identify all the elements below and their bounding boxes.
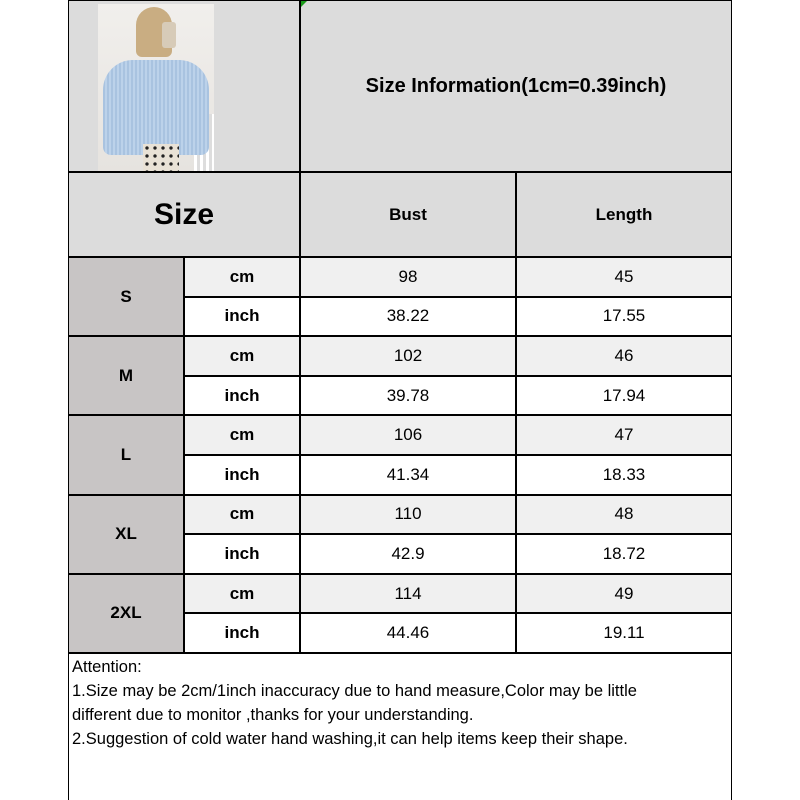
size-header: Size (68, 172, 300, 257)
unit-label-cm: cm (184, 415, 300, 455)
length-inch-value: 18.72 (516, 534, 732, 574)
size-label: M (68, 336, 184, 416)
length-cm-value: 47 (516, 415, 732, 455)
unit-label-cm: cm (184, 257, 300, 297)
unit-label-cm: cm (184, 336, 300, 376)
unit-label-cm: cm (184, 573, 300, 614)
attention-line: different due to monitor ,thanks for you… (72, 706, 474, 724)
length-inch-value: 19.11 (516, 613, 732, 653)
unit-label-inch: inch (184, 613, 300, 653)
attention-line: 2.Suggestion of cold water hand washing,… (72, 730, 628, 748)
attention-line: 1.Size may be 2cm/1inch inaccuracy due t… (72, 682, 637, 700)
bust-inch-value: 39.78 (300, 375, 516, 416)
size-info-title: Size Information(1cm=0.39inch) (300, 0, 732, 172)
size-chart-table: Size Information(1cm=0.39inch) Size Bust… (68, 0, 732, 800)
bust-inch-value: 42.9 (300, 534, 516, 574)
bust-cm-value: 98 (300, 257, 516, 297)
length-inch-value: 17.55 (516, 296, 732, 337)
length-header: Length (516, 172, 732, 257)
bust-cm-value: 114 (300, 573, 516, 614)
size-label: S (68, 257, 184, 337)
bust-cm-value: 106 (300, 415, 516, 455)
product-photo-cell (68, 0, 300, 172)
unit-label-inch: inch (184, 375, 300, 416)
length-cm-value: 48 (516, 494, 732, 535)
unit-label-inch: inch (184, 296, 300, 337)
attention-heading: Attention: (72, 658, 142, 676)
product-photo (98, 4, 214, 171)
attention-note: Attention: 1.Size may be 2cm/1inch inacc… (68, 653, 732, 800)
size-label: XL (68, 494, 184, 574)
size-label: L (68, 415, 184, 495)
size-label: 2XL (68, 573, 184, 653)
length-inch-value: 17.94 (516, 375, 732, 416)
length-cm-value: 49 (516, 573, 732, 614)
unit-label-cm: cm (184, 494, 300, 535)
length-cm-value: 46 (516, 336, 732, 376)
bust-inch-value: 41.34 (300, 455, 516, 495)
bust-inch-value: 38.22 (300, 296, 516, 337)
length-inch-value: 18.33 (516, 455, 732, 495)
bust-cm-value: 102 (300, 336, 516, 376)
unit-label-inch: inch (184, 455, 300, 495)
bust-inch-value: 44.46 (300, 613, 516, 653)
unit-label-inch: inch (184, 534, 300, 574)
length-cm-value: 45 (516, 257, 732, 297)
cell-marker-icon (301, 1, 307, 7)
title-text: Size Information(1cm=0.39inch) (365, 74, 667, 97)
bust-header: Bust (300, 172, 516, 257)
bust-cm-value: 110 (300, 494, 516, 535)
